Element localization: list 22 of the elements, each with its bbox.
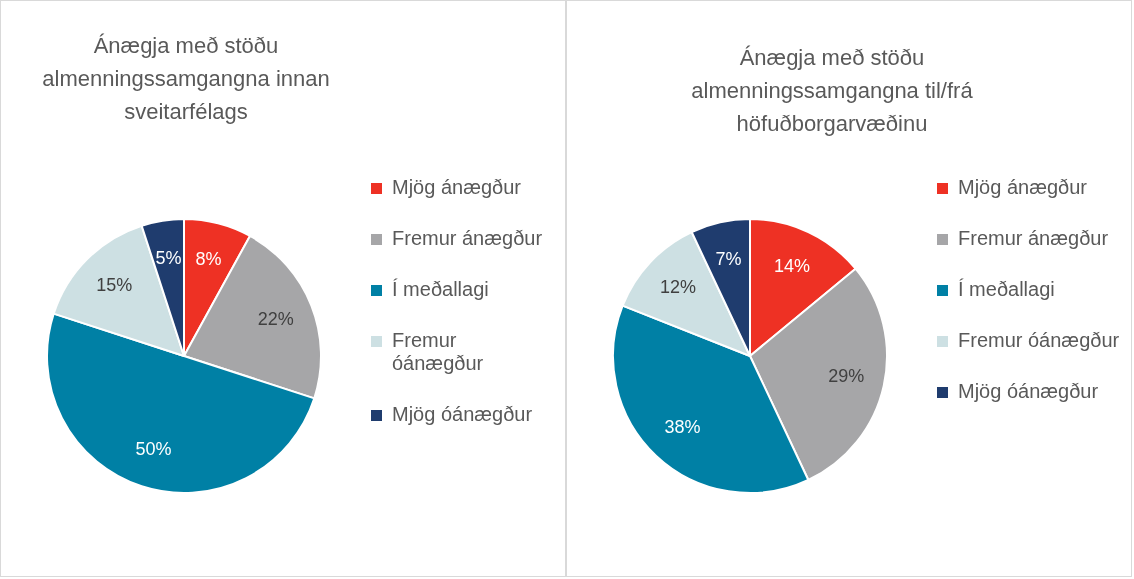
data-label: 22% [257,308,294,329]
data-label: 5% [155,247,182,268]
legend-label: Mjög ánægður [392,176,521,199]
data-label: 38% [664,416,701,437]
data-label: 29% [828,366,865,387]
data-label: 15% [96,275,133,296]
legend-label: Mjög óánægður [392,403,533,426]
data-label: 14% [773,255,811,276]
legend-label: Fremur ánægður [392,227,543,250]
legend-label: Mjög óánægður [958,380,1099,403]
chart-title: Ánægja með stöðu almenningssamgangna innan sveitarfélags [41,32,331,126]
legend-label: Fremur ánægður [958,227,1109,250]
legend-label: Fremur óánægður [958,329,1120,352]
data-label: 12% [660,277,697,298]
legend-label: Í meðallagi [958,278,1055,301]
chart-title: Ánægja með stöðu almenningssamgangna til/frá höfuðborgarvæðinu [690,44,974,138]
legend-label: Mjög ánægður [958,176,1087,199]
data-label: 8% [195,249,222,270]
legend-label: Í meðallagi [392,278,489,301]
legend-label: Fremur óánægður [392,329,485,375]
data-label: 50% [135,438,172,459]
data-label: 7% [715,248,742,269]
